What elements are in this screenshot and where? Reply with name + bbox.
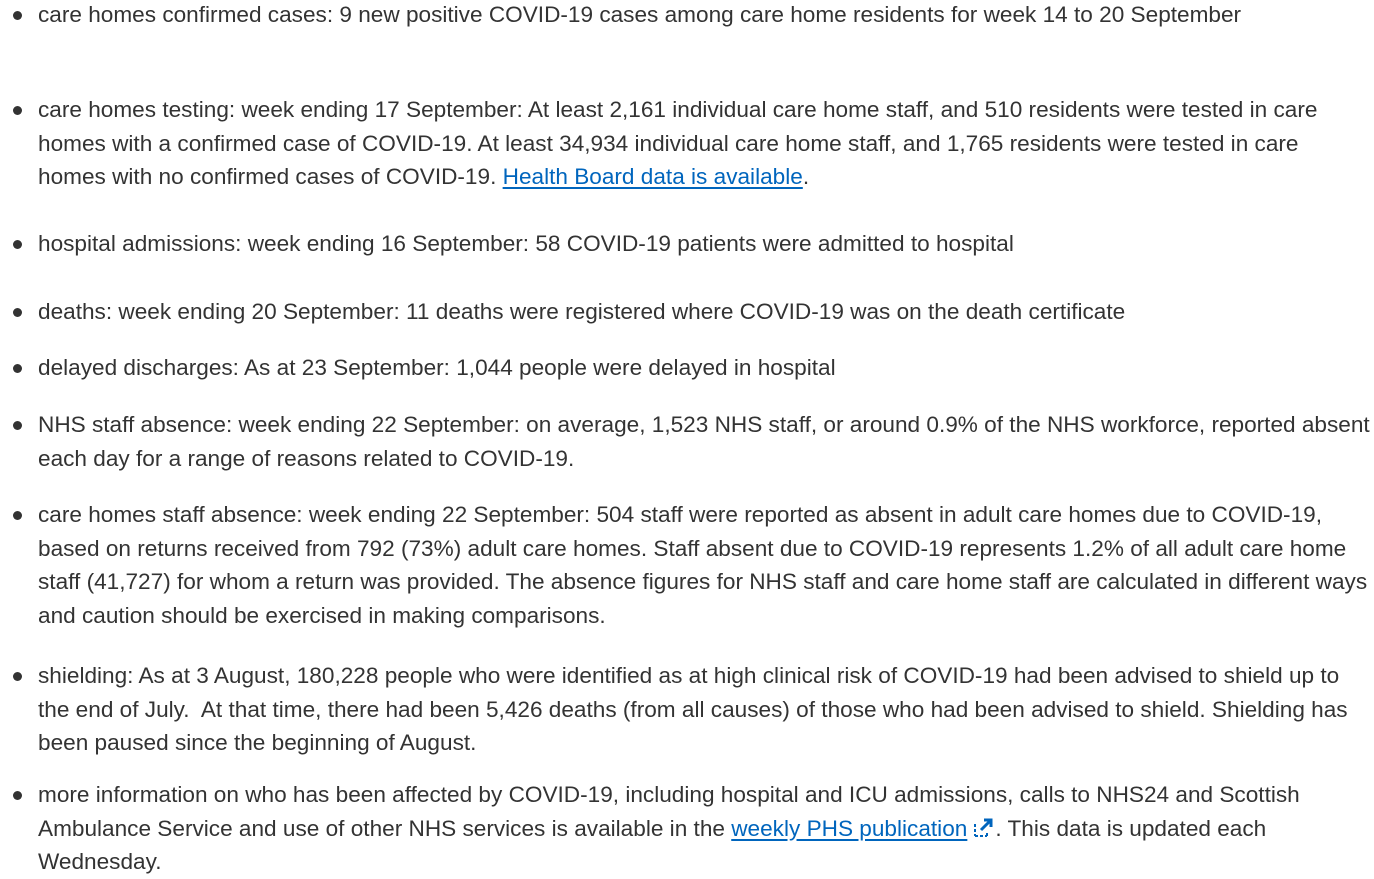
text: delayed discharges: As at 23 September: … <box>38 355 836 380</box>
list-item: NHS staff absence: week ending 22 Septem… <box>13 408 1372 475</box>
text: care homes staff absence: week ending 22… <box>38 502 1374 628</box>
list-item: deaths: week ending 20 September: 11 dea… <box>13 295 1372 329</box>
link[interactable]: Health Board data is available <box>502 164 803 189</box>
text: . This data is updated each Wednesday. <box>38 815 1273 875</box>
list-item: delayed discharges: As at 23 September: … <box>13 351 1372 385</box>
list-item: shielding: As at 3 August, 180,228 peopl… <box>13 659 1372 760</box>
list-item: care homes confirmed cases: 9 new positi… <box>13 0 1372 32</box>
text: deaths: week ending 20 September: 11 dea… <box>38 299 1126 324</box>
text: more information on who has been affecte… <box>38 782 1305 841</box>
text: hospital admissions: week ending 16 Sept… <box>38 231 1014 256</box>
list-item: care homes testing: week ending 17 Septe… <box>13 93 1372 194</box>
list-item: hospital admissions: week ending 16 Sept… <box>13 227 1372 261</box>
text: care homes testing: week ending 17 Septe… <box>38 97 1324 189</box>
text: care homes confirmed cases: 9 new positi… <box>38 2 1242 27</box>
list-item: care homes staff absence: week ending 22… <box>13 498 1374 632</box>
text: NHS staff absence: week ending 22 Septem… <box>38 412 1370 471</box>
text: . <box>802 164 810 189</box>
link[interactable]: weekly PHS publication <box>731 815 968 841</box>
list-item: more information on who has been affecte… <box>13 778 1372 879</box>
external-link-icon <box>974 818 993 837</box>
text: shielding: As at 3 August, 180,228 peopl… <box>38 663 1354 755</box>
